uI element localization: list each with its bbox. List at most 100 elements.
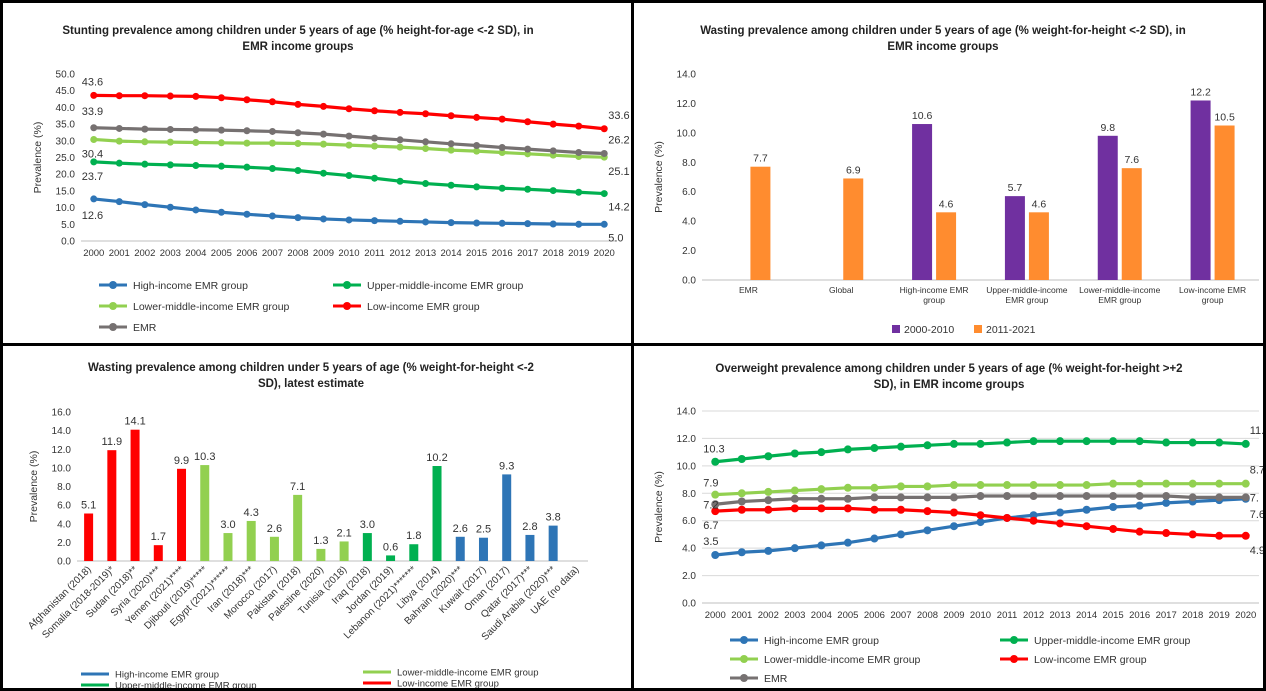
overweight-x-tick-label: 2012 [1023,610,1044,621]
stunting-x-tick-label: 2001 [109,248,130,259]
wasting-country-bar [84,513,94,561]
overweight-point [896,530,905,539]
stunting-point [192,138,200,146]
overweight-point [711,457,720,466]
stunting-y-tick-label: 10.0 [56,203,76,214]
overweight-point [1003,438,1012,447]
stunting-point [524,118,532,126]
stunting-point [141,160,149,168]
stunting-point [371,134,379,142]
wasting-income-bar [750,166,771,280]
stunting-point [166,161,174,169]
stunting-point [268,212,276,220]
stunting-x-tick-label: 2016 [492,248,513,259]
wasting-country-bar [293,494,303,561]
wasting-country-y-tick-label: 16.0 [52,408,72,419]
stunting-point [243,139,251,147]
stunting-point [115,198,123,206]
wasting-country-bar [107,450,117,561]
wasting-income-category-label: Global [829,285,854,295]
wasting-income-bar [1121,168,1142,280]
overweight-title-line: SD), in EMR income groups [874,379,1025,391]
wasting-country-bar [339,541,349,561]
wasting-country-y-tick-label: 0.0 [57,557,71,568]
overweight-point [1162,479,1171,488]
wasting-income-y-tick-label: 14.0 [677,70,697,81]
wasting-income-category-label: High-income EMR [900,285,969,295]
stunting-x-tick-label: 2011 [364,248,384,259]
overweight-data-label: 11.6 [1250,425,1263,437]
wasting-income-title-line: EMR income groups [887,41,998,53]
stunting-point [192,162,200,170]
overweight-point [1056,519,1065,528]
wasting-country-data-label: 3.0 [220,519,235,531]
wasting-income-category-label: EMR group [1005,295,1048,305]
wasting-income-category-label: Upper-middle-income [986,285,1068,295]
overweight-x-tick-label: 2004 [811,610,832,621]
overweight-legend-label: Upper-middle-income EMR group [1034,635,1191,647]
wasting-country-y-axis-label: Prevalence (%) [28,451,40,523]
wasting-country-bar [362,533,372,561]
wasting-country-title-line: Wasting prevalence among children under … [88,362,534,374]
stunting-y-tick-label: 35.0 [56,120,76,131]
overweight-chart: Overweight prevalence among children und… [653,363,1263,685]
overweight-point [1215,531,1224,540]
overweight-y-tick-label: 12.0 [677,434,697,445]
stunting-x-tick-label: 2008 [287,248,308,259]
stunting-title-line: Stunting prevalence among children under… [62,25,533,37]
stunting-point [422,218,430,226]
wasting-country-data-label: 2.6 [453,523,468,535]
wasting-country-bar [316,548,326,561]
overweight-point [1215,479,1224,488]
stunting-point [473,113,481,121]
overweight-point [1029,481,1038,490]
wasting-income-category-label: EMR group [1098,295,1141,305]
overweight-legend-label: High-income EMR group [764,635,879,647]
overweight-point [817,485,826,494]
wasting-country-data-label: 9.3 [499,460,514,472]
wasting-country-bar [246,520,256,561]
wasting-country-y-tick-label: 10.0 [52,463,72,474]
wasting-country-data-label: 0.6 [383,541,398,553]
wasting-income-bar [843,178,864,280]
stunting-point [268,139,276,147]
overweight-point [1109,503,1118,511]
stunting-point [345,172,353,180]
wasting-income-data-label: 4.6 [939,198,954,210]
wasting-country-bar [223,533,233,561]
overweight-point [1082,437,1091,446]
stunting-point [447,140,455,148]
wasting-country-y-tick-label: 2.0 [57,538,71,549]
overweight-x-tick-label: 2018 [1182,610,1203,621]
wasting-country-bar [548,525,558,561]
stunting-point [422,110,430,118]
overweight-point [1135,479,1144,488]
wasting-country-data-label: 10.2 [426,452,447,464]
stunting-x-tick-label: 2002 [134,248,155,259]
stunting-y-tick-label: 45.0 [56,86,76,97]
stunting-point [90,158,98,166]
wasting-country-bar [525,534,535,561]
stunting-point [371,107,379,115]
stunting-point [294,214,302,222]
stunting-point [319,169,327,177]
overweight-x-tick-label: 2019 [1209,610,1230,621]
overweight-point [737,548,746,557]
stunting-x-tick-label: 2017 [517,248,538,259]
stunting-point [115,159,123,167]
overweight-point [1056,481,1065,490]
overweight-point [1241,439,1250,448]
stunting-x-tick-label: 2006 [236,248,257,259]
stunting-point [524,145,532,153]
wasting-country-bar [200,465,210,561]
stunting-point [268,165,276,173]
wasting-country-data-label: 7.1 [290,481,305,493]
stunting-point [243,163,251,171]
overweight-point [790,494,799,503]
wasting-country-data-label: 1.8 [406,530,421,542]
wasting-country-data-label: 4.3 [244,507,259,519]
overweight-point [1188,530,1197,539]
stunting-point [115,92,123,100]
wasting-country-legend-label: High-income EMR group [115,670,219,681]
overweight-x-tick-label: 2015 [1103,610,1124,621]
